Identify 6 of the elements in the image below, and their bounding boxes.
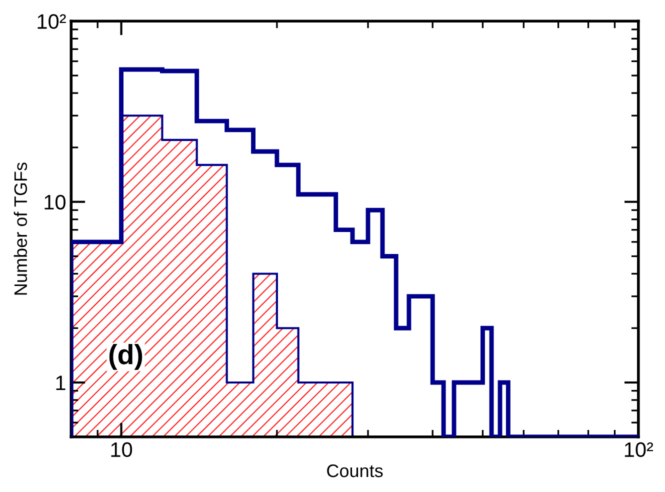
y-tick-label: 1 [56,376,66,390]
x-axis-title: Counts [327,464,383,478]
y-tick-label: 10 [44,194,66,210]
annotation: (d) [109,344,142,370]
y-tick-label: 10² [38,14,66,29]
y-axis-title: Number of TGFs [14,162,28,295]
